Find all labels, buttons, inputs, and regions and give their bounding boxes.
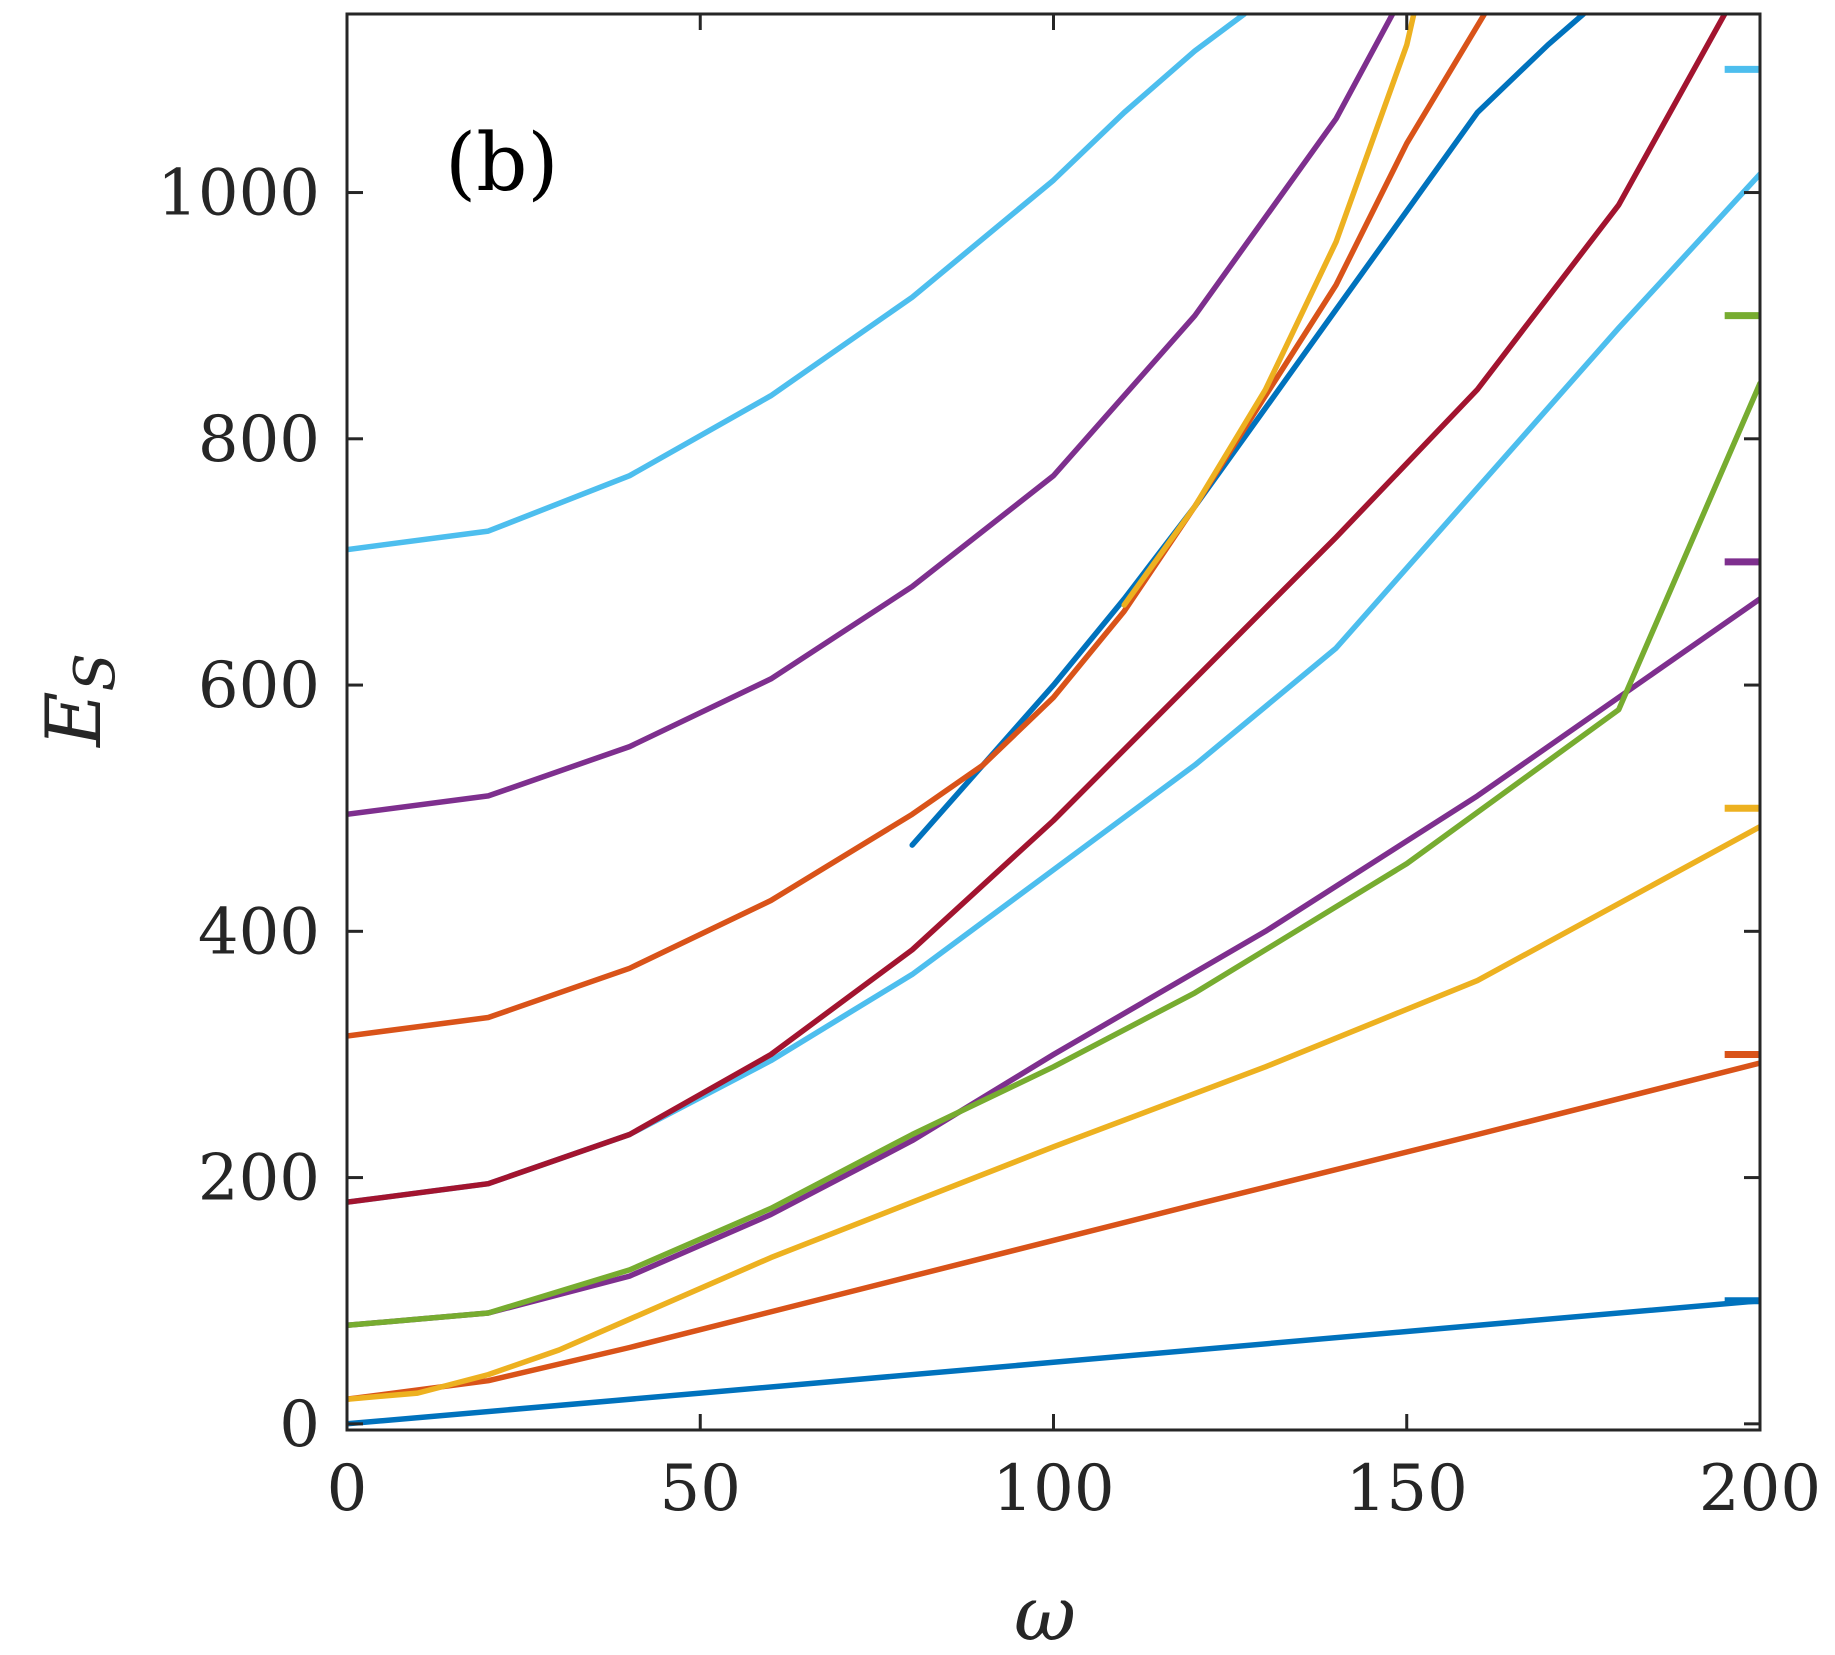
series-line-state-6 [347, 14, 1728, 1205]
x-tick-label-3: 150 [1346, 1452, 1468, 1526]
series-line-state-1 [347, 1060, 1760, 1402]
panel-label: (b) [445, 116, 559, 209]
x-axis-label: ω [1014, 1569, 1076, 1655]
series-layer [347, 14, 1760, 1427]
y-tick-label-5: 1000 [157, 157, 320, 231]
limit-marker-layer [1724, 65, 1760, 1305]
y-tick-label-1: 200 [198, 1142, 320, 1216]
series-line-state-4 [347, 380, 1760, 1329]
x-tick-labels: 0 50 100 150 200 [327, 1452, 1821, 1526]
x-tick-label-1: 50 [660, 1452, 741, 1526]
y-tick-labels: 0 200 400 600 800 1000 [157, 157, 320, 1462]
y-tick-label-0: 0 [279, 1388, 320, 1462]
y-tick-label-2: 400 [198, 895, 320, 969]
y-axis-label-main: E [29, 691, 118, 748]
series-line-state-7 [909, 14, 1587, 848]
plot-frame [345, 12, 1762, 1432]
y-axis-label-sub: S [63, 653, 128, 691]
x-tick-label-0: 0 [327, 1452, 368, 1526]
series-line-state-8 [347, 14, 1488, 1039]
series-line-state-0 [347, 1297, 1760, 1427]
series-line-state-11 [347, 14, 1248, 553]
x-tick-label-2: 100 [992, 1452, 1114, 1526]
series-line-state-2 [347, 823, 1760, 1402]
svg-text:ES: ES [29, 653, 128, 749]
ticks-layer [345, 14, 1762, 1430]
series-line-state-3 [347, 596, 1760, 1329]
y-axis-label: ES [29, 653, 128, 749]
y-tick-label-3: 600 [198, 649, 320, 723]
series-line-state-9 [1121, 14, 1417, 608]
x-tick-label-4: 200 [1699, 1452, 1821, 1526]
series-line-state-10 [347, 14, 1396, 818]
y-tick-label-4: 800 [198, 403, 320, 477]
